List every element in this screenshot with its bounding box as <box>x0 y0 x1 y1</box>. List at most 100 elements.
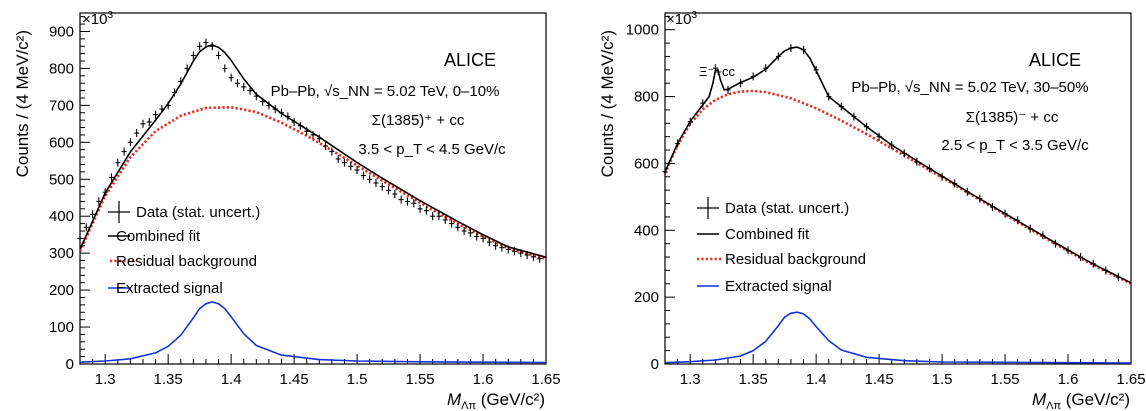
left-legend-background-label: Residual background <box>116 253 257 270</box>
left-multiplier: ×103 <box>82 10 113 28</box>
right-peak-label: Ξ⁻+cc <box>699 64 735 79</box>
left-x-tick-label: 1.35 <box>154 371 183 388</box>
right-data-point <box>989 202 995 211</box>
right-data-point <box>851 112 857 121</box>
right-legend: Data (stat. uncert.) Combined fit Residu… <box>697 197 866 295</box>
right-y-tick-label: 1000 <box>626 22 659 39</box>
right-plot-frame <box>664 12 1132 365</box>
left-data-point <box>455 223 461 232</box>
right-chart: 1.3 1.35 1.4 1.45 1.5 1.55 1.6 1.65 0 200 400 600 80… <box>598 10 1146 411</box>
left-data-point <box>90 210 96 219</box>
right-y-tick-label: 800 <box>634 89 659 106</box>
left-data-point <box>153 110 159 119</box>
right-pt-label: 2.5 < p_T < 3.5 GeV/c <box>941 137 1089 154</box>
left-particle-label: Σ(1385)⁺ + cc <box>372 112 465 129</box>
left-data-point <box>165 101 171 110</box>
right-particle-label: Σ(1385)⁻ + cc <box>966 109 1059 126</box>
left-data-point <box>335 154 341 163</box>
right-legend-item-background: Residual background <box>697 251 866 268</box>
left-data-point <box>486 238 492 247</box>
left-x-tick-label: 1.3 <box>95 371 116 388</box>
right-y-tick-label: 0 <box>651 356 659 373</box>
right-data-point <box>977 194 983 203</box>
left-legend-fit-label: Combined fit <box>116 228 201 245</box>
right-axis-ticks: 1.3 1.35 1.4 1.45 1.5 1.55 1.6 1.65 0 200 400 600 80… <box>626 15 1146 388</box>
left-data-point <box>467 228 473 237</box>
left-data-point <box>392 190 398 199</box>
left-data-point <box>266 101 272 110</box>
left-data-point <box>348 162 354 171</box>
left-data-point <box>360 171 366 180</box>
left-data-point <box>436 212 442 221</box>
left-y-tick-label: 700 <box>49 97 74 114</box>
left-data-point <box>530 252 536 261</box>
left-data-point <box>140 119 146 128</box>
left-data-point <box>329 147 335 156</box>
left-data-point <box>222 64 228 73</box>
left-data-point <box>512 247 518 256</box>
left-data-point <box>102 188 108 197</box>
right-data-point <box>1052 239 1058 248</box>
right-signal-curve <box>664 311 1132 364</box>
left-x-tick-label: 1.4 <box>221 371 242 388</box>
left-legend-item-background: Residual background <box>110 253 257 270</box>
right-x-tick-label: 1.35 <box>739 371 768 388</box>
right-data-points <box>662 44 1121 282</box>
right-legend-data-label: Data (stat. uncert.) <box>725 200 849 217</box>
right-data-point <box>1115 273 1121 282</box>
left-data-point <box>247 86 253 95</box>
left-data-point <box>260 97 266 106</box>
right-x-axis-label: MΛπ (GeV/c²) <box>1032 390 1130 411</box>
left-y-tick-label: 400 <box>49 208 74 225</box>
left-data-point <box>96 197 102 206</box>
right-data-point <box>763 64 769 73</box>
left-data-point <box>234 79 240 88</box>
left-data-point <box>379 182 385 191</box>
left-data-point <box>310 130 316 139</box>
left-data-point <box>341 158 347 167</box>
left-data-point <box>184 64 190 73</box>
right-data-point <box>914 157 920 166</box>
left-legend-item-signal: Extracted signal <box>108 280 223 297</box>
right-multiplier: ×103 <box>666 10 697 28</box>
left-y-axis-label: Counts / (4 MeV/c²) <box>13 30 32 177</box>
right-x-tick-label: 1.45 <box>865 371 894 388</box>
right-data-point <box>738 79 744 88</box>
left-data-point <box>417 204 423 213</box>
right-data-point <box>725 85 731 94</box>
left-x-tick-label: 1.65 <box>531 371 560 388</box>
left-fit-curve <box>79 44 547 258</box>
left-data-point <box>127 138 133 147</box>
left-data-point <box>524 251 530 260</box>
right-data-point <box>1002 209 1008 218</box>
left-data-point <box>253 92 259 101</box>
left-data-point <box>404 197 410 206</box>
left-x-tick-label: 1.5 <box>347 371 368 388</box>
left-axis-ticks: 1.3 1.35 1.4 1.45 1.5 1.55 1.6 1.65 0 100 200 300 40… <box>49 16 561 388</box>
right-data-point <box>1103 266 1109 275</box>
right-data-point <box>687 117 693 126</box>
left-data-point <box>537 254 543 263</box>
left-plot-border <box>79 12 547 365</box>
right-legend-signal-label: Extracted signal <box>725 278 832 295</box>
left-data-point <box>159 105 165 114</box>
right-system-label: Pb–Pb, √s_NN = 5.02 TeV, 30–50% <box>851 79 1088 96</box>
left-y-tick-label: 200 <box>49 282 74 299</box>
right-x-tick-label: 1.6 <box>1058 371 1079 388</box>
left-data-point <box>474 232 480 241</box>
left-data-point <box>297 121 303 130</box>
left-data-point <box>449 219 455 228</box>
right-y-tick-label: 200 <box>634 289 659 306</box>
left-data-point <box>480 234 486 243</box>
left-data-point <box>518 249 524 258</box>
left-y-tick-label: 600 <box>49 134 74 151</box>
left-data-point <box>228 73 234 82</box>
right-y-tick-label: 400 <box>634 222 659 239</box>
right-y-tick-label: 600 <box>634 155 659 172</box>
left-legend-item-data: Data (stat. uncert.) <box>108 201 260 223</box>
left-plot-frame <box>79 12 547 365</box>
right-data-point <box>901 149 907 158</box>
left-y-tick-label: 900 <box>49 23 74 40</box>
left-data-point <box>121 147 127 156</box>
right-data-point <box>1027 224 1033 233</box>
